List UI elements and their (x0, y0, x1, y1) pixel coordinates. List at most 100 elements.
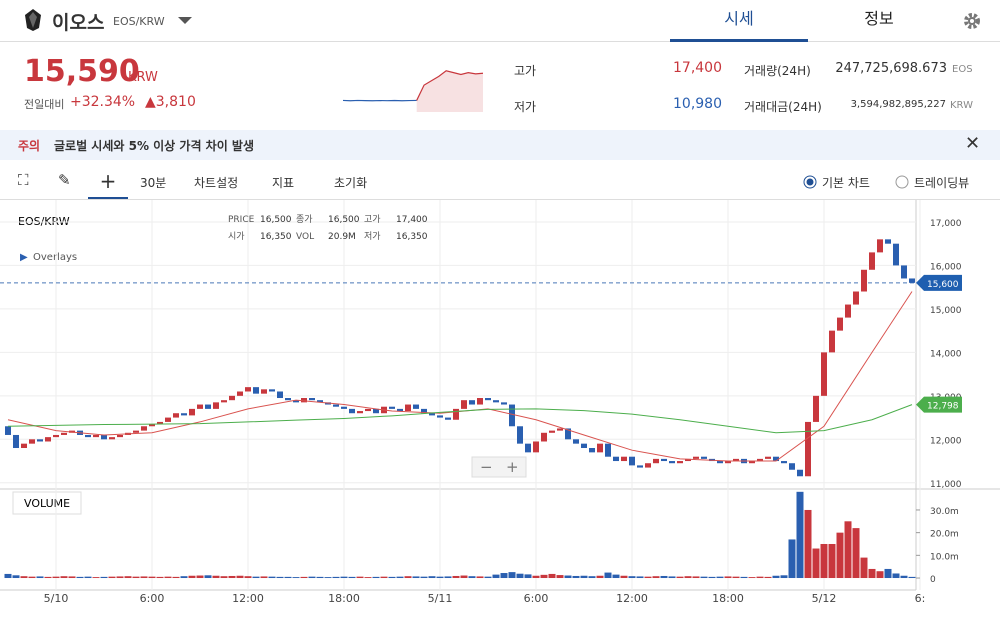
legend-value: 16,350 (396, 232, 428, 242)
candle (861, 269, 867, 292)
interval[interactable]: 30분 (140, 176, 167, 190)
candle (109, 437, 115, 440)
candle (229, 395, 235, 401)
candle (677, 461, 683, 464)
chart-settings[interactable]: 차트설정 (194, 176, 239, 190)
header: 이오스 EOS/KRW 시세 정보 (0, 0, 1000, 42)
indicators[interactable]: 지표 (272, 176, 295, 190)
candle (317, 400, 323, 403)
volume-bar (548, 573, 556, 579)
candle (461, 400, 467, 409)
candle (181, 413, 187, 416)
volume-bar (36, 576, 44, 579)
volume-bar (132, 576, 140, 579)
radio-on[interactable] (803, 175, 817, 189)
volume-bar (508, 572, 516, 579)
candle (733, 458, 739, 462)
candle (581, 443, 587, 449)
mode[interactable]: 기본 차트 (822, 176, 870, 190)
candle (605, 443, 611, 457)
volume-bar (540, 574, 548, 579)
volume-bar (20, 576, 28, 579)
volume-bar (660, 575, 668, 579)
volume-bar (644, 576, 652, 579)
volume-bar (116, 576, 124, 579)
candle (565, 428, 571, 440)
volume-bar (284, 576, 292, 579)
price-tag (916, 274, 962, 291)
fullscreen-icon[interactable]: ⛶ (18, 171, 29, 189)
draw-icon[interactable]: ✎ (58, 171, 71, 189)
volume-bar (420, 576, 428, 579)
settings-icon[interactable] (962, 11, 982, 31)
x-tick-label: 5/11 (428, 592, 453, 605)
price-unit: KRW (128, 70, 158, 85)
stat-value: 3,594,982,895,227 (850, 99, 946, 110)
tab[interactable]: 시세 (670, 0, 808, 42)
coin-name: 이오스 (52, 12, 105, 34)
volume-bar (860, 557, 868, 579)
volume-bar (68, 576, 76, 579)
volume-bar (516, 573, 524, 579)
candle (517, 426, 523, 444)
zoom-in[interactable]: + (506, 458, 519, 476)
overlays: Overlays (33, 252, 77, 263)
volume-bar (156, 576, 164, 579)
volume-bar (836, 532, 844, 579)
price-tag-label: 15,600 (927, 280, 959, 290)
v-tick-label: 20.0m (930, 530, 959, 540)
volume-bar (204, 575, 212, 579)
zoom-out[interactable]: − (480, 458, 493, 476)
volume-bar (180, 576, 188, 579)
candle (141, 426, 147, 431)
dropdown[interactable] (178, 17, 192, 25)
volume-bar (628, 576, 636, 579)
crosshair-icon[interactable]: + (88, 165, 128, 199)
volume-bar (220, 576, 228, 579)
candle (829, 330, 835, 353)
volume-bar (100, 576, 108, 579)
candle (269, 389, 275, 392)
candle (853, 291, 859, 305)
x-tick-label: 6:00 (140, 592, 165, 605)
candle (645, 463, 651, 468)
x-tick-label: 5/10 (44, 592, 69, 605)
volume-bar (844, 521, 852, 579)
volume-bar (332, 576, 340, 579)
volume-bar (436, 576, 444, 579)
candle (285, 398, 291, 401)
candle (133, 430, 139, 433)
close-button[interactable]: ✕ (965, 133, 981, 154)
volume-bar (476, 576, 484, 579)
volume-bar (668, 576, 676, 579)
candle (389, 406, 395, 409)
candle (21, 443, 27, 449)
candle (749, 461, 755, 464)
candle (597, 443, 603, 453)
candle (501, 402, 507, 405)
volume-bar (228, 575, 236, 579)
tab[interactable]: 정보 (864, 9, 894, 28)
stat-value: 10,980 (673, 96, 722, 112)
volume-bar (52, 576, 60, 579)
candle (261, 389, 267, 394)
candle (85, 434, 91, 438)
volume-bar (4, 573, 12, 579)
mode[interactable]: 트레이딩뷰 (914, 176, 970, 190)
volume-bar (452, 575, 460, 579)
volume-bar (148, 576, 156, 579)
candle (93, 434, 99, 438)
reset[interactable]: 초기화 (334, 176, 368, 190)
candle (117, 434, 123, 438)
volume-bar (428, 576, 436, 579)
candle (445, 417, 451, 420)
volume-bar (676, 576, 684, 579)
volume-bar (484, 576, 492, 579)
legend-value: 17,400 (396, 215, 428, 225)
candle (893, 243, 899, 266)
v-tick-label: 10.0m (930, 552, 959, 562)
sparkline (343, 70, 483, 112)
candle (661, 458, 667, 462)
radio-off[interactable] (895, 175, 909, 189)
candle (29, 439, 35, 444)
